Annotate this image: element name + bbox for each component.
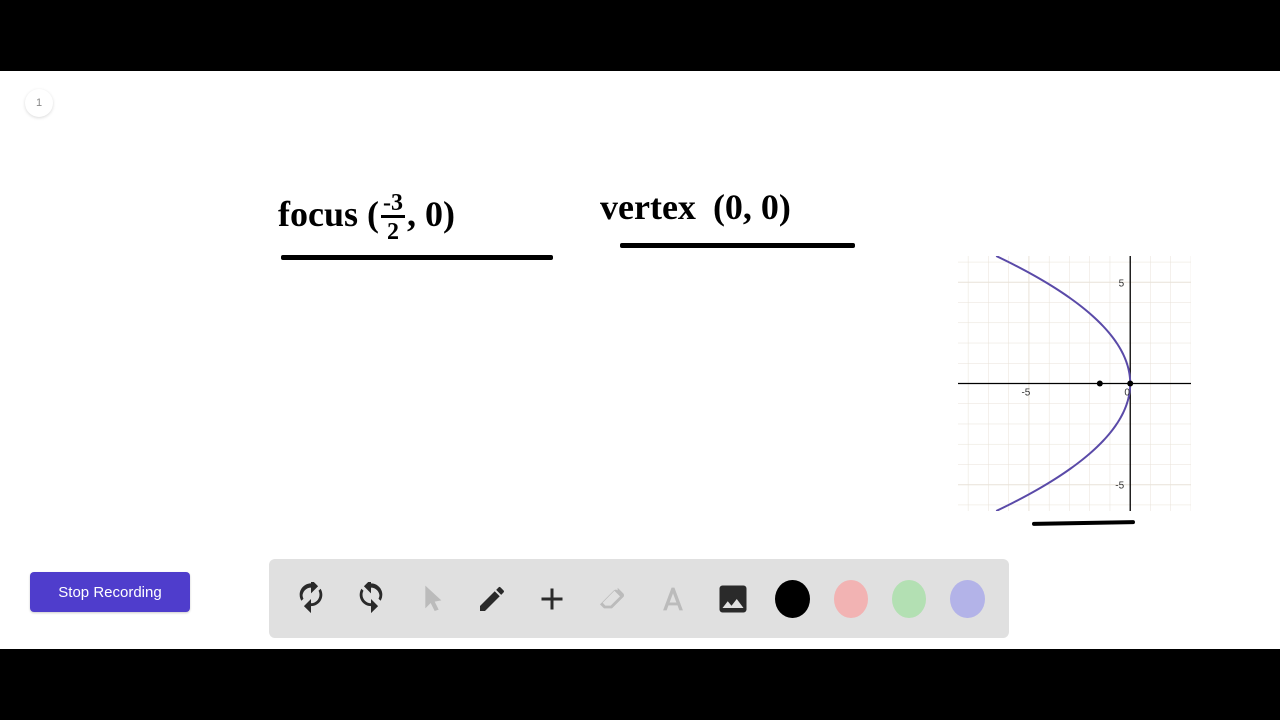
eraser-button[interactable] (594, 579, 630, 619)
drawing-toolbar (269, 559, 1009, 638)
color-pink[interactable] (834, 580, 868, 618)
text-button[interactable] (655, 579, 691, 619)
letterbox-bottom (0, 649, 1280, 720)
page-number-badge[interactable]: 1 (25, 89, 53, 117)
underline-graph (1032, 520, 1135, 526)
handwriting-vertex: vertex (0, 0) (600, 189, 791, 225)
svg-text:-5: -5 (1115, 481, 1124, 492)
parabola-graph: -5 0 -5 5 (958, 256, 1191, 511)
color-purple[interactable] (950, 580, 984, 618)
pencil-button[interactable] (474, 579, 510, 619)
shapes-button[interactable] (534, 579, 570, 619)
eraser-icon (596, 583, 628, 615)
redo-button[interactable] (353, 579, 389, 619)
handwriting-focus: focus (-32, 0) (278, 191, 455, 244)
text-icon (656, 582, 690, 616)
image-button[interactable] (715, 579, 751, 619)
svg-text:-5: -5 (1021, 388, 1030, 399)
pointer-icon (416, 583, 448, 615)
pencil-icon (476, 583, 508, 615)
svg-text:5: 5 (1119, 278, 1125, 289)
pointer-button[interactable] (414, 579, 450, 619)
whiteboard-canvas[interactable]: 1 focus (-32, 0) vertex (0, 0) -5 0 -5 5 St… (0, 71, 1280, 649)
letterbox-top (0, 0, 1280, 71)
svg-text:0: 0 (1124, 388, 1130, 399)
undo-button[interactable] (293, 579, 329, 619)
undo-icon (294, 582, 328, 616)
page-number: 1 (36, 97, 42, 109)
image-icon (715, 581, 751, 617)
color-black[interactable] (775, 580, 809, 618)
underline-focus (281, 255, 553, 260)
plus-icon (534, 581, 570, 617)
color-green[interactable] (892, 580, 926, 618)
stop-recording-button[interactable]: Stop Recording (30, 572, 190, 612)
redo-icon (354, 582, 388, 616)
underline-vertex (620, 243, 855, 248)
